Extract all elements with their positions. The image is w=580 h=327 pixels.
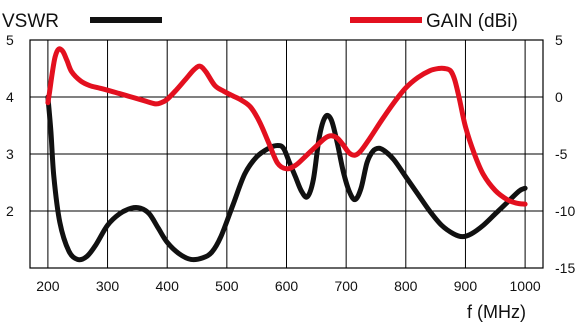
x-tick-label: 900	[454, 278, 478, 294]
gain-series-line	[45, 46, 528, 207]
vswr-legend-label: VSWR	[2, 11, 59, 32]
x-tick-label: 300	[96, 278, 120, 294]
x-tick-label: 600	[275, 278, 299, 294]
x-tick-label: 800	[394, 278, 418, 294]
x-axis-title: f (MHz)	[467, 302, 526, 322]
tick-labels: 200 300 400 500 600 700 800 900 1000 2 3 4 5 -15 -10 -5…	[6, 32, 575, 294]
x-tick-label: 700	[334, 278, 358, 294]
right-tick-label: -10	[555, 203, 575, 219]
x-tick-label: 400	[156, 278, 180, 294]
x-tick-label: 500	[215, 278, 239, 294]
right-tick-label: -5	[555, 146, 568, 162]
x-tick-label: 200	[36, 278, 60, 294]
gain-legend-label: GAIN (dBi)	[426, 11, 518, 32]
left-tick-label: 4	[6, 89, 14, 105]
left-tick-label: 2	[6, 203, 14, 219]
plot-frame	[29, 39, 544, 269]
series-layer	[45, 46, 528, 263]
x-tick-label: 1000	[510, 278, 541, 294]
right-tick-label: 5	[555, 32, 563, 48]
left-tick-label: 5	[6, 32, 14, 48]
vswr-series-line	[45, 94, 528, 263]
left-tick-label: 3	[6, 146, 14, 162]
right-tick-label: -15	[555, 260, 575, 276]
right-tick-label: 0	[555, 89, 563, 105]
